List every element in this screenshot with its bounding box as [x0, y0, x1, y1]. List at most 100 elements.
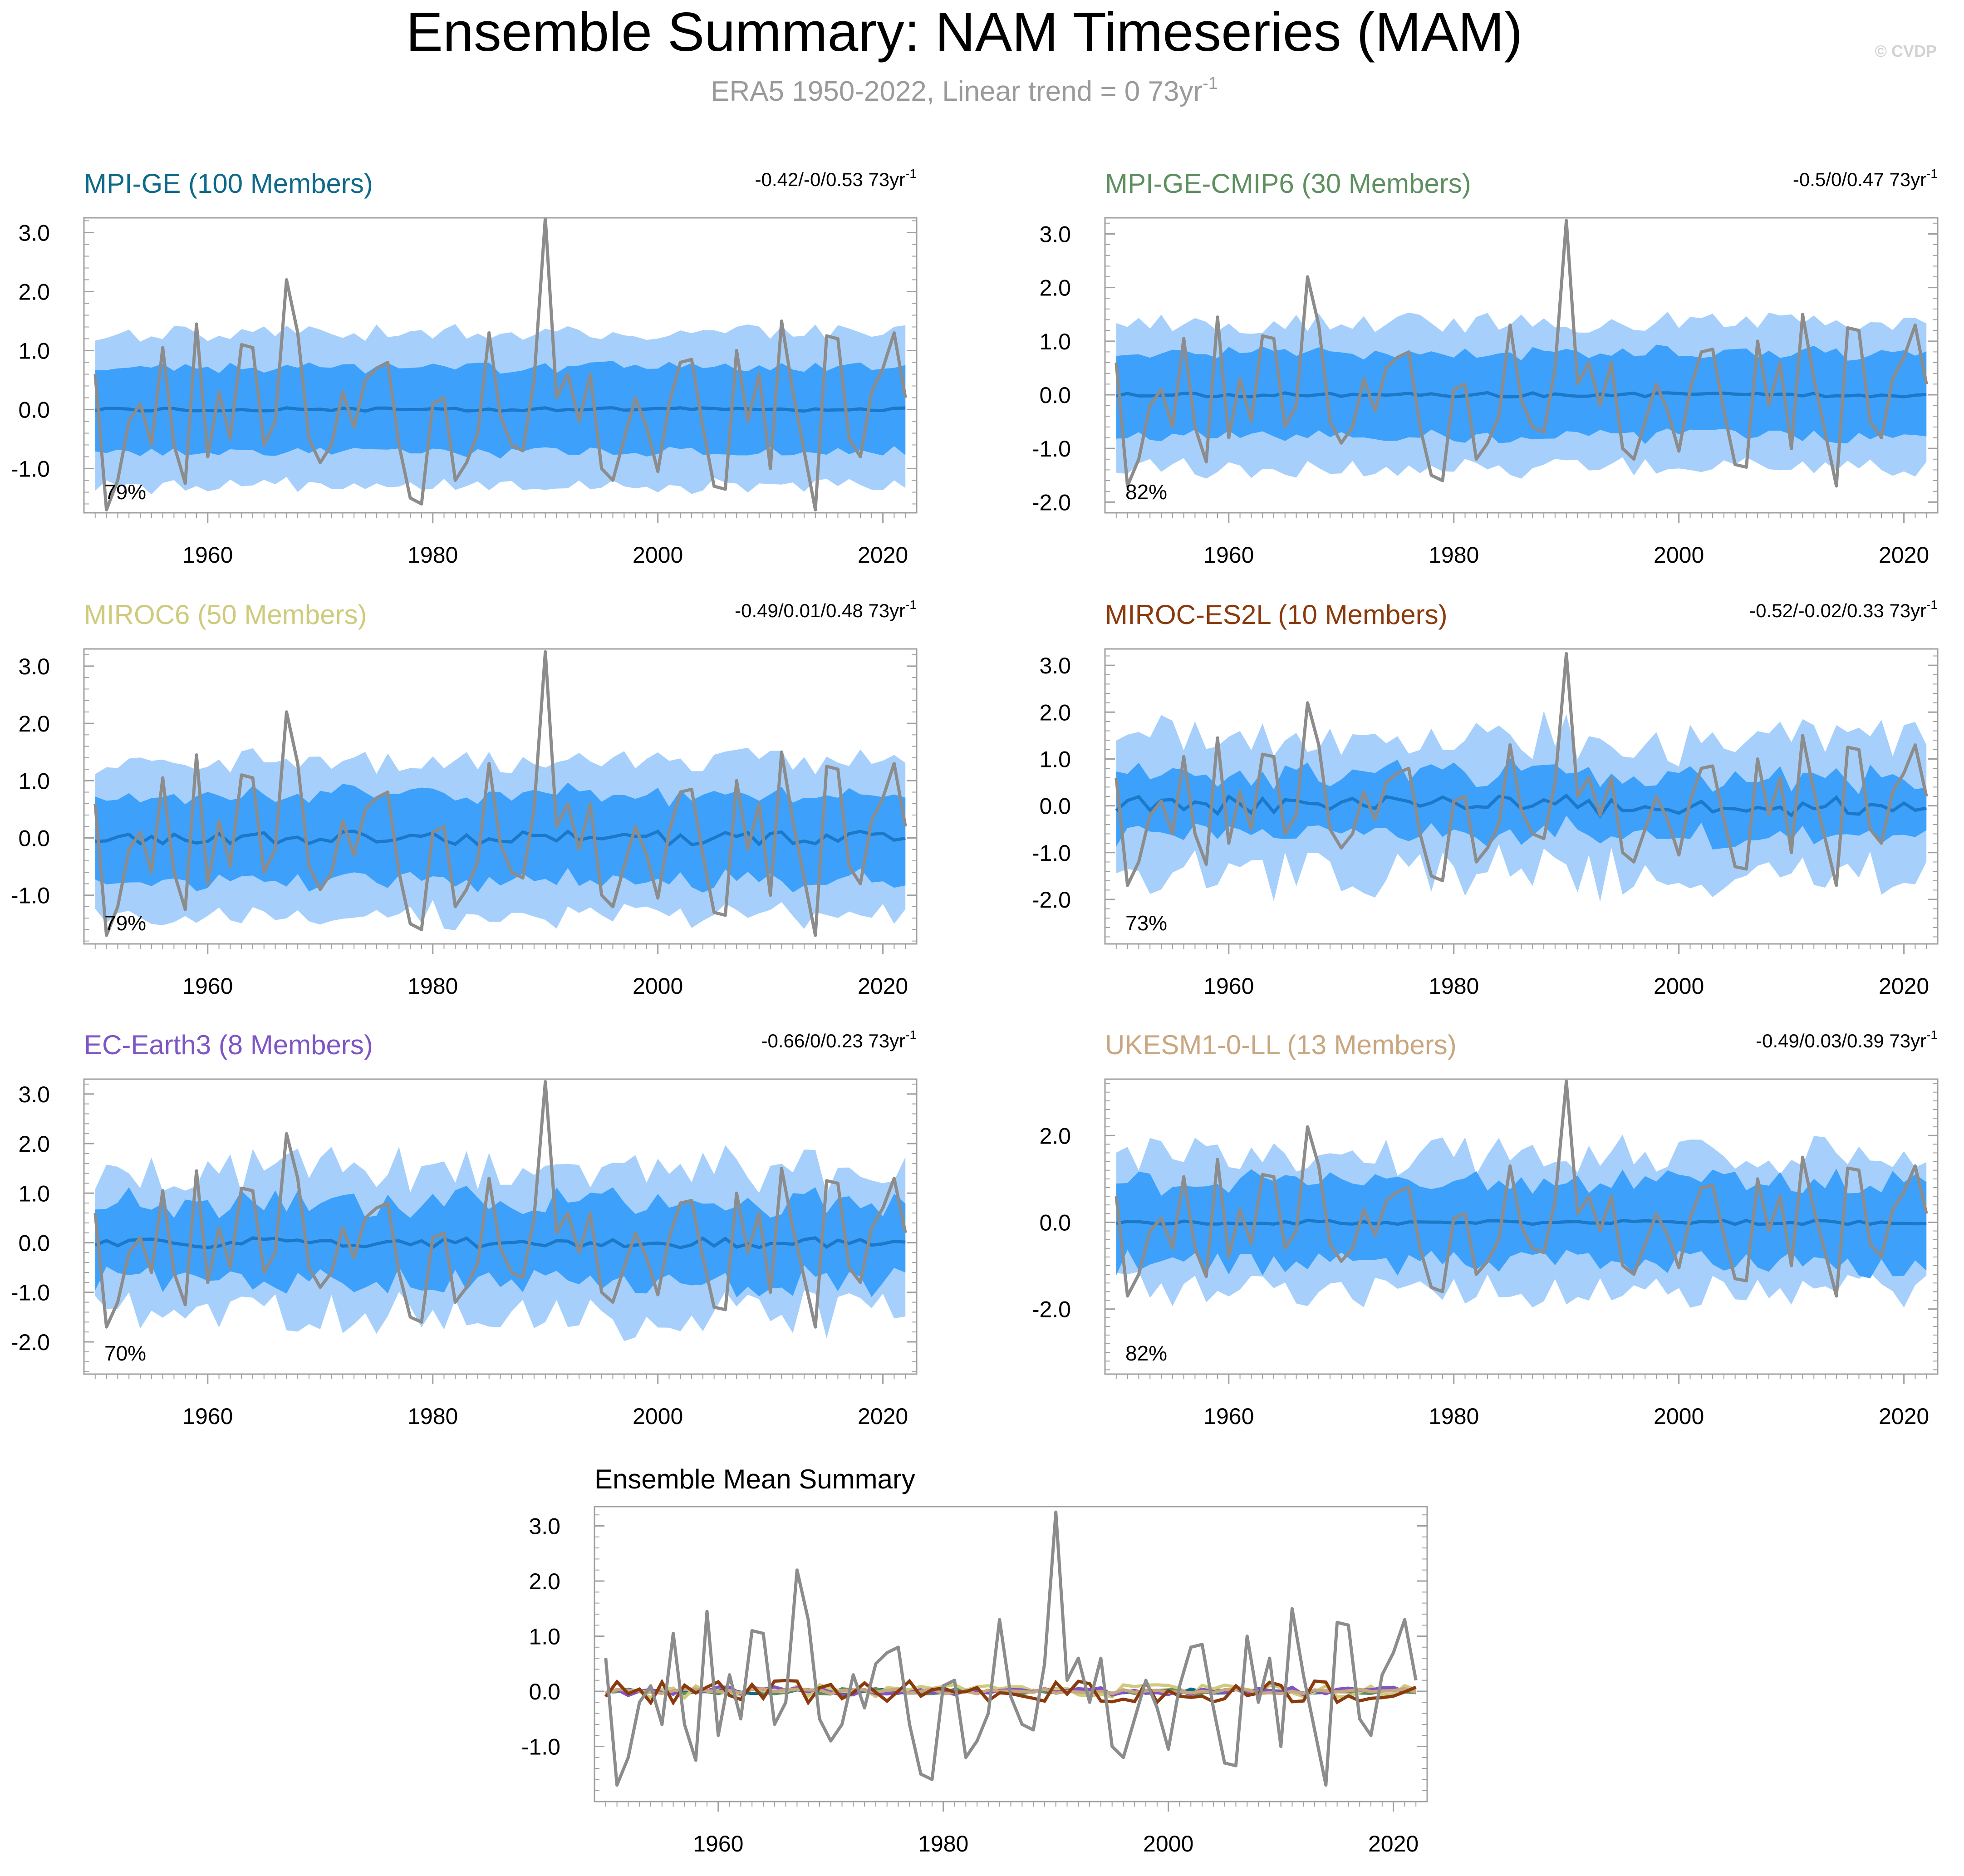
plot-area [93, 650, 907, 937]
xtick-label: 1980 [1429, 973, 1479, 999]
panel-title: UKESM1-0-LL (13 Members) [1105, 1030, 1457, 1060]
plot-area [1115, 1080, 1928, 1308]
ytick-label: 2.0 [1039, 1123, 1071, 1149]
ytick-label: 3.0 [18, 221, 50, 246]
trend-text: -0.49/0.01/0.48 73yr [735, 600, 905, 621]
xtick-label: 1980 [1429, 542, 1479, 568]
xtick-label: 1980 [1429, 1404, 1479, 1429]
panel-miroc-es2l: 3.0 2.0 1.0 0.0 -1.0 -2.0 1960 1980 2000 2020 MIRO… [1032, 598, 1939, 999]
panel-title: MIROC6 (50 Members) [84, 599, 367, 630]
obs-line-era5 [93, 1080, 907, 1329]
percent-label: 79% [104, 480, 146, 504]
ytick-label: 3.0 [18, 654, 50, 679]
obs-line-era5 [93, 650, 907, 937]
trend-text: -0.49/0.03/0.39 73yr [1756, 1030, 1926, 1051]
ytick-label: 1.0 [18, 339, 50, 364]
xtick-label: 1960 [182, 542, 233, 568]
subtitle-superscript: -1 [1203, 74, 1218, 93]
panel-title: EC-Earth3 (8 Members) [84, 1030, 373, 1060]
trend-superscript: -1 [905, 598, 917, 612]
ytick-label: -1.0 [1032, 436, 1071, 462]
plot-area [604, 1510, 1418, 1787]
ytick-label: -1.0 [1032, 840, 1071, 866]
panel-title: Ensemble Mean Summary [594, 1464, 915, 1494]
xtick-label: 2000 [1654, 542, 1704, 568]
ytick-label: 0.0 [18, 826, 50, 851]
panel-ukesm1-0-ll: 2.0 0.0 -2.0 1960 1980 2000 2020 UKESM1-0-LL (1… [1032, 1028, 1939, 1429]
percent-label: 82% [1125, 480, 1167, 504]
trend-text: -0.42/-0/0.53 73yr [755, 169, 906, 190]
xtick-label: 2000 [633, 542, 683, 568]
trend-superscript: -1 [1926, 598, 1938, 612]
trend-superscript: -1 [905, 167, 917, 181]
ytick-label: -2.0 [11, 1330, 50, 1355]
xtick-label: 2020 [858, 973, 908, 999]
xtick-label: 1960 [182, 973, 233, 999]
plot-area [93, 1080, 907, 1341]
trend-label: -0.42/-0/0.53 73yr-1 [755, 167, 917, 190]
xtick-label: 1960 [182, 1404, 233, 1429]
xtick-label: 1960 [1203, 973, 1254, 999]
ytick-label: 0.0 [18, 398, 50, 423]
xtick-label: 1980 [408, 973, 458, 999]
ytick-label: 2.0 [18, 711, 50, 737]
ytick-label: 1.0 [1039, 746, 1071, 772]
obs-line-era5 [1115, 1080, 1928, 1298]
trend-label: -0.49/0.01/0.48 73yr-1 [735, 598, 917, 621]
panel-title: MPI-GE-CMIP6 (30 Members) [1105, 168, 1471, 199]
xtick-label: 2020 [1879, 542, 1929, 568]
obs-line-era5 [93, 218, 907, 511]
xtick-label: 2020 [1368, 1831, 1419, 1856]
ytick-label: -1.0 [521, 1734, 560, 1760]
obs-line-era5 [1115, 219, 1928, 488]
ytick-label: 0.0 [18, 1231, 50, 1256]
xtick-label: 2000 [1143, 1831, 1193, 1856]
trend-superscript: -1 [1926, 167, 1938, 181]
trend-superscript: -1 [1926, 1028, 1938, 1042]
ytick-label: 0.0 [1039, 383, 1071, 408]
xtick-label: 1960 [693, 1831, 743, 1856]
xtick-label: 2000 [1654, 1404, 1704, 1429]
xtick-label: 1960 [1203, 1404, 1254, 1429]
subtitle-text: ERA5 1950-2022, Linear trend = 0 73yr [711, 76, 1203, 107]
panel-title: MIROC-ES2L (10 Members) [1105, 599, 1448, 630]
ytick-label: 3.0 [529, 1514, 560, 1539]
percent-label: 73% [1125, 911, 1167, 935]
ytick-label: -1.0 [11, 883, 50, 909]
trend-text: -0.66/0/0.23 73yr [761, 1030, 906, 1051]
obs-line-era5 [1115, 652, 1928, 887]
panel-mpi-ge: 3.0 2.0 1.0 0.0 -1.0 1960 1980 2000 2020 MPI-GE (… [11, 167, 918, 568]
panel-ensemble-mean-summary: 3.0 2.0 1.0 0.0 -1.0 1960 1980 2000 2020 Ensemble… [521, 1464, 1428, 1856]
panel-miroc6: 3.0 2.0 1.0 0.0 -1.0 1960 1980 2000 2020 MIROC6 (… [11, 598, 918, 999]
ytick-label: 3.0 [18, 1082, 50, 1107]
xtick-label: 1980 [408, 542, 458, 568]
cvdp-watermark: © CVDP [1875, 42, 1937, 60]
trend-superscript: -1 [905, 1028, 917, 1042]
xtick-label: 2020 [1879, 1404, 1929, 1429]
plot-area [1115, 219, 1928, 488]
xtick-label: 2000 [1654, 973, 1704, 999]
figure-subtitle: ERA5 1950-2022, Linear trend = 0 73yr-1 [711, 74, 1218, 107]
ytick-label: 0.0 [1039, 794, 1071, 819]
panel-ec-earth3: 3.0 2.0 1.0 0.0 -1.0 -2.0 1960 1980 2000 2020 EC-E… [11, 1028, 918, 1429]
ytick-label: 2.0 [18, 280, 50, 305]
xtick-label: 2020 [1879, 973, 1929, 999]
ytick-label: 2.0 [18, 1131, 50, 1157]
percent-label: 79% [104, 911, 146, 935]
trend-label: -0.49/0.03/0.39 73yr-1 [1756, 1028, 1938, 1051]
trend-label: -0.66/0/0.23 73yr-1 [761, 1028, 917, 1051]
xtick-label: 1980 [918, 1831, 968, 1856]
xtick-label: 1980 [408, 1404, 458, 1429]
ytick-label: 2.0 [529, 1569, 560, 1594]
ytick-label: 1.0 [1039, 329, 1071, 354]
ytick-label: 2.0 [1039, 275, 1071, 301]
ytick-label: -1.0 [11, 457, 50, 482]
plot-area [93, 218, 907, 511]
ytick-label: 3.0 [1039, 221, 1071, 247]
plot-frame [594, 1506, 1428, 1802]
trend-label: -0.52/-0.02/0.33 73yr-1 [1749, 598, 1938, 621]
xtick-label: 1960 [1203, 542, 1254, 568]
ytick-label: -2.0 [1032, 490, 1071, 515]
ytick-label: 3.0 [1039, 653, 1071, 678]
ytick-label: 0.0 [1039, 1210, 1071, 1235]
